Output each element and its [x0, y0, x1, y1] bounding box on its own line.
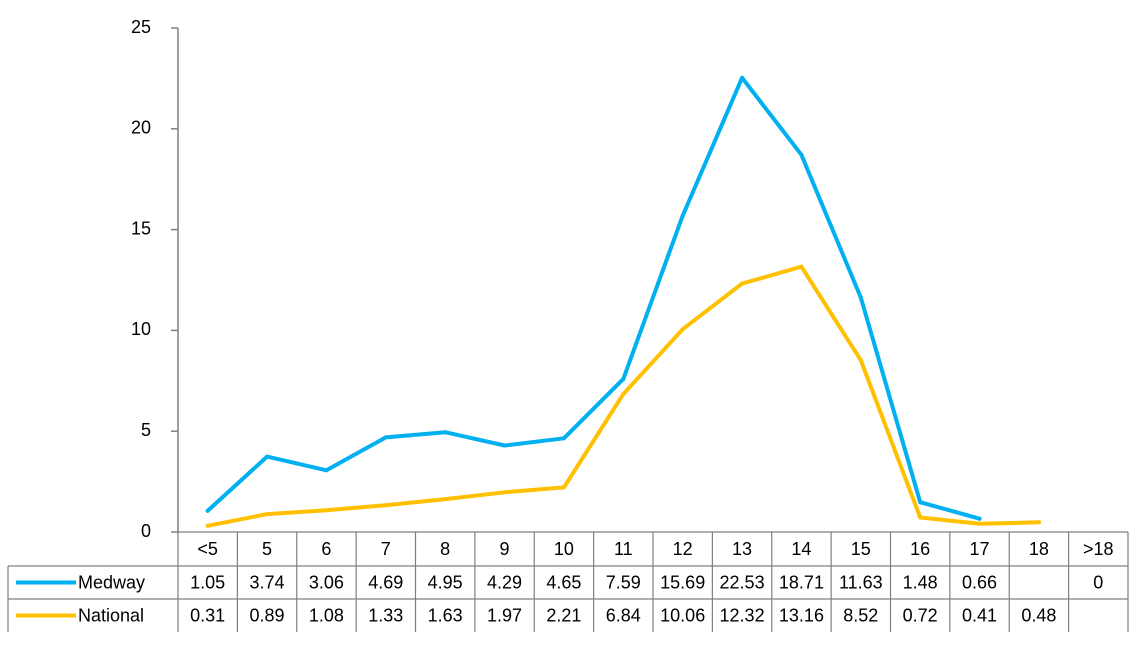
data-point-medway — [205, 508, 210, 513]
y-tick-label: 15 — [131, 218, 151, 238]
x-tick-label: <5 — [197, 539, 218, 559]
data-point-national — [799, 264, 804, 269]
data-label: 3.74 — [250, 572, 285, 592]
data-label: 4.65 — [546, 572, 581, 592]
data-label: 6.84 — [606, 605, 641, 625]
data-label: 0 — [1093, 572, 1103, 592]
x-tick-label: 8 — [440, 539, 450, 559]
data-point-national — [383, 503, 388, 508]
data-label: 18.71 — [779, 572, 824, 592]
data-label: 11.63 — [839, 572, 883, 592]
y-tick-label: 10 — [131, 319, 151, 339]
data-label: 1.97 — [487, 605, 522, 625]
data-point-national — [621, 392, 626, 397]
data-label: 0.89 — [250, 605, 285, 625]
data-point-medway — [561, 436, 566, 441]
x-tick-label: 7 — [381, 539, 391, 559]
data-label: 7.59 — [606, 572, 641, 592]
x-tick-label: 17 — [970, 539, 990, 559]
x-tick-label: >18 — [1083, 539, 1114, 559]
data-label: 4.29 — [487, 572, 522, 592]
data-point-medway — [443, 430, 448, 435]
x-tick-label: 18 — [1029, 539, 1049, 559]
data-label: 0.72 — [903, 605, 938, 625]
x-tick-label: 10 — [554, 539, 574, 559]
data-label: 1.48 — [903, 572, 938, 592]
data-label: 15.69 — [660, 572, 705, 592]
data-label: 4.69 — [368, 572, 403, 592]
data-point-national — [858, 358, 863, 363]
data-point-medway — [265, 454, 270, 459]
x-tick-label: 9 — [500, 539, 510, 559]
y-tick-label: 25 — [131, 17, 151, 37]
data-point-national — [502, 490, 507, 495]
data-point-national — [1036, 520, 1041, 525]
data-point-medway — [918, 500, 923, 505]
data-point-medway — [858, 295, 863, 300]
data-label: 8.52 — [843, 605, 878, 625]
data-label: 1.05 — [190, 572, 225, 592]
data-point-medway — [324, 468, 329, 473]
data-label: 13.16 — [779, 605, 824, 625]
data-point-medway — [621, 377, 626, 381]
data-label: 4.95 — [428, 572, 463, 592]
data-label: 1.08 — [309, 605, 344, 625]
data-label: 0.66 — [962, 572, 997, 592]
series-line-medway — [205, 75, 982, 521]
data-label: 0.48 — [1021, 605, 1056, 625]
x-tick-label: 15 — [851, 539, 871, 559]
data-label: 3.06 — [309, 572, 344, 592]
data-point-medway — [740, 75, 745, 80]
x-tick-label: 6 — [321, 539, 331, 559]
data-point-medway — [977, 516, 982, 521]
y-tick-label: 5 — [141, 420, 151, 440]
x-tick-label: 11 — [614, 539, 633, 559]
data-label: 22.53 — [720, 572, 765, 592]
legend-label-medway: Medway — [78, 572, 145, 592]
data-point-national — [918, 515, 923, 520]
data-point-national — [265, 512, 270, 517]
x-tick-label: 13 — [732, 539, 752, 559]
data-point-medway — [502, 443, 507, 448]
data-point-national — [561, 485, 566, 490]
x-tick-label: 12 — [673, 539, 693, 559]
data-label: 12.32 — [720, 605, 765, 625]
legend-label-national: National — [78, 605, 144, 625]
data-point-medway — [680, 213, 685, 218]
data-point-national — [443, 497, 448, 502]
data-point-national — [205, 523, 210, 528]
data-point-medway — [383, 435, 388, 440]
data-label: 1.33 — [368, 605, 403, 625]
x-tick-label: 16 — [910, 539, 930, 559]
data-point-national — [324, 508, 329, 513]
data-point-medway — [799, 152, 804, 157]
data-label: 0.31 — [190, 605, 225, 625]
data-label: 2.21 — [546, 605, 581, 625]
data-label: 0.41 — [962, 605, 997, 625]
data-point-national — [680, 327, 685, 332]
data-point-national — [977, 521, 982, 526]
data-point-national — [740, 281, 745, 286]
y-tick-label: 20 — [131, 118, 151, 138]
x-tick-label: 14 — [791, 539, 811, 559]
y-tick-label: 0 — [141, 521, 151, 541]
data-label: 1.63 — [428, 605, 463, 625]
x-tick-label: 5 — [262, 539, 272, 559]
data-label: 10.06 — [660, 605, 705, 625]
